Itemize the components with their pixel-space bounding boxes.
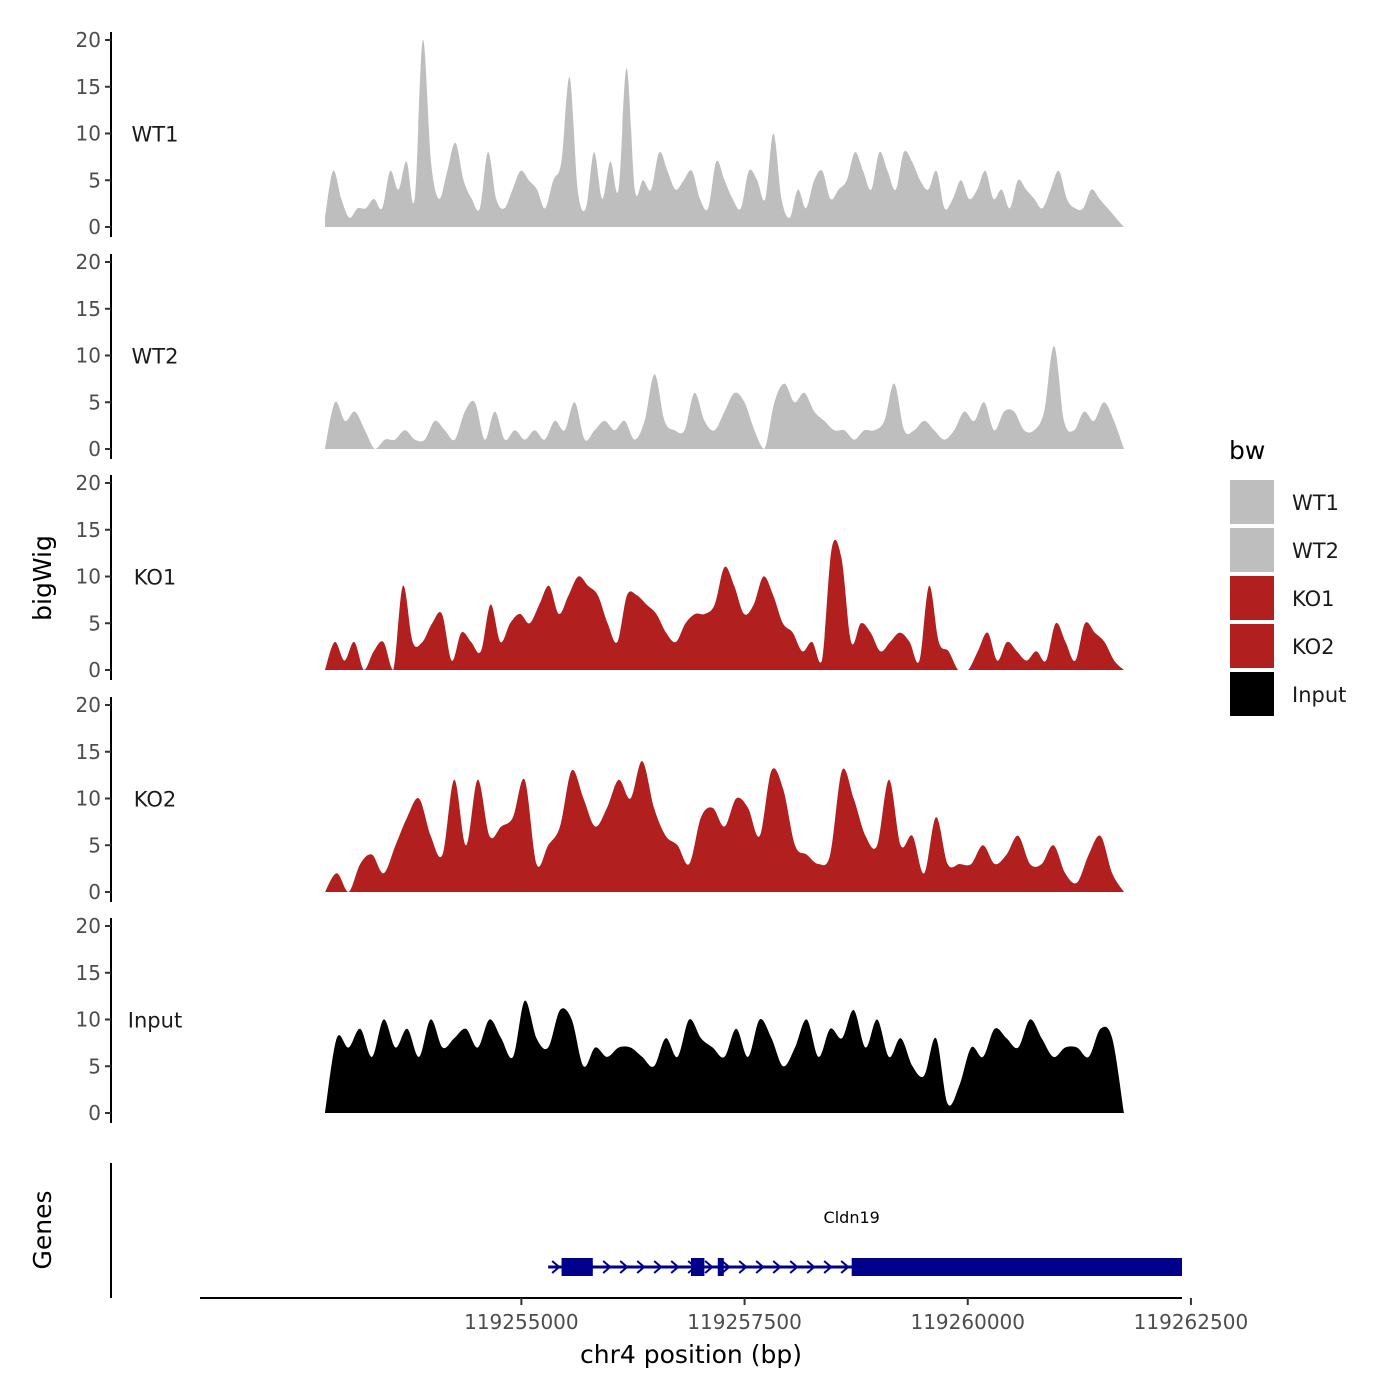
legend-key-wt1 [1230,480,1274,524]
track-panel-wt1: 0 5 10 15 20 WT1 [76,28,1124,239]
strand-arrow [653,1260,663,1274]
x-tick-label: 119260000 [910,1310,1025,1334]
y-tick-label: 5 [88,168,101,192]
signal-area-ko2 [325,761,1124,892]
signal-area-wt2 [325,346,1124,449]
y-tick-label: 5 [88,833,101,857]
facet-label-ko1: KO1 [134,566,177,590]
y-tick-label: 10 [76,344,101,368]
gene-track-title: Genes [28,1190,57,1269]
legend-label-ko1: KO1 [1292,587,1335,611]
facet-label-input: Input [128,1009,182,1033]
strand-arrow [738,1260,748,1274]
y-tick-label: 20 [76,250,101,274]
x-tick-label: 119257500 [687,1310,802,1334]
y-tick-label: 5 [88,1054,101,1078]
legend-label-ko2: KO2 [1292,635,1335,659]
y-tick-label: 15 [76,75,101,99]
strand-arrow [670,1260,680,1274]
y-tick-label: 0 [88,658,101,682]
legend-key-ko1 [1230,576,1274,620]
facet-label-ko2: KO2 [134,788,177,812]
track-panel-input: 0 5 10 15 20 Input [76,914,1124,1125]
strand-arrow [789,1260,799,1274]
y-tick-label: 0 [88,437,101,461]
y-tick-label: 5 [88,611,101,635]
strand-arrow [772,1260,782,1274]
legend-label-wt2: WT2 [1292,539,1339,563]
y-tick-label: 0 [88,1101,101,1125]
gene-name-label: Cldn19 [824,1208,880,1227]
x-tick-label: 119262500 [1134,1310,1249,1334]
y-tick-label: 15 [76,961,101,985]
y-tick-label: 20 [76,914,101,938]
track-panel-ko2: 0 5 10 15 20 KO2 [76,693,1124,904]
y-tick-label: 15 [76,518,101,542]
facet-label-wt1: WT1 [132,123,179,147]
gene-track: Genes Cldn19 [28,1163,1182,1298]
x-axis: 119255000 119257500 119260000 119262500 [200,1297,1249,1334]
strand-arrow [755,1260,765,1274]
strand-arrow [551,1260,561,1274]
y-tick-label: 10 [76,565,101,589]
legend-title: bw [1229,436,1265,465]
legend: bw WT1 WT2 KO1 KO2 Input [1229,436,1346,716]
legend-key-wt2 [1230,528,1274,572]
y-tick-label: 10 [76,1008,101,1032]
strand-arrow [806,1260,816,1274]
y-tick-label: 10 [76,787,101,811]
legend-label-wt1: WT1 [1292,491,1339,515]
signal-area-input [325,1000,1124,1113]
gene-model [548,1258,1182,1276]
y-tick-label: 20 [76,28,101,52]
strand-arrow [823,1260,833,1274]
y-tick-label: 0 [88,880,101,904]
signal-area-wt1 [325,39,1124,228]
x-tick-label: 119255000 [464,1310,579,1334]
facet-label-wt2: WT2 [132,345,179,369]
gene-exon [691,1258,705,1276]
strand-arrow [704,1260,714,1274]
strand-arrow [602,1260,612,1274]
strand-arrow [636,1260,646,1274]
strand-arrow [619,1260,629,1274]
y-tick-label: 20 [76,693,101,717]
y-tick-label: 15 [76,740,101,764]
gene-exon [717,1258,724,1276]
gene-exon [561,1258,593,1276]
y-axis-title: bigWig [28,535,57,621]
x-axis-title: chr4 position (bp) [580,1340,802,1369]
y-tick-label: 20 [76,471,101,495]
y-tick-label: 15 [76,297,101,321]
y-tick-label: 10 [76,122,101,146]
gene-exon [851,1258,1182,1276]
legend-key-input [1230,672,1274,716]
strand-arrow [721,1260,731,1274]
y-tick-label: 5 [88,390,101,414]
track-panel-wt2: 0 5 10 15 20 WT2 [76,250,1124,461]
signal-area-ko1 [325,539,1124,670]
strand-arrow [840,1260,850,1274]
track-panels: 0 5 10 15 20 WT1 0 5 10 15 20 WT2 0 5 10 15 20 KO1 0 5 10 15 2… [76,28,1124,1125]
y-tick-label: 0 [88,215,101,239]
track-panel-ko1: 0 5 10 15 20 KO1 [76,471,1124,682]
legend-key-ko2 [1230,624,1274,668]
legend-label-input: Input [1292,683,1346,707]
